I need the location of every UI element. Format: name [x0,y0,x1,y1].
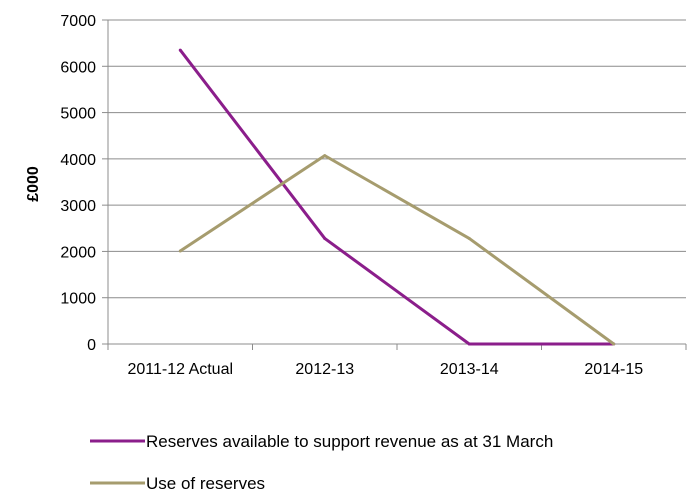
y-tick-labels: 0 1000 2000 3000 4000 5000 6000 7000 [60,13,96,354]
data-point [612,342,616,346]
y-tick-label: 7000 [60,13,96,30]
x-tick-label: 2014-15 [584,361,643,378]
data-point [323,154,327,158]
x-tick-label: 2012-13 [295,361,354,378]
data-point [178,249,182,253]
data-point [178,48,182,52]
y-tick-label: 1000 [60,291,96,308]
data-point [467,342,471,346]
data-point [323,236,327,240]
y-axis-label: £000 [25,166,42,202]
y-tick-label: 5000 [60,106,96,123]
x-tick-labels: 2011-12 Actual 2012-13 2013-14 2014-15 [127,361,643,378]
y-tick-label: 3000 [60,198,96,215]
y-tick-label: 2000 [60,244,96,261]
x-tick-label: 2011-12 Actual [127,361,233,378]
series-lines [178,48,616,346]
series-line-2 [179,154,615,346]
y-tick-label: 4000 [60,152,96,169]
gridlines [102,19,686,345]
series-line-1 [179,49,614,346]
legend: Reserves available to support revenue as… [90,432,553,493]
y-tick-label: 0 [87,337,96,354]
data-point [467,236,471,240]
legend-label: Use of reserves [146,474,265,493]
legend-label: Reserves available to support revenue as… [146,432,553,451]
y-tick-label: 6000 [60,59,96,76]
x-tick-label: 2013-14 [440,361,499,378]
